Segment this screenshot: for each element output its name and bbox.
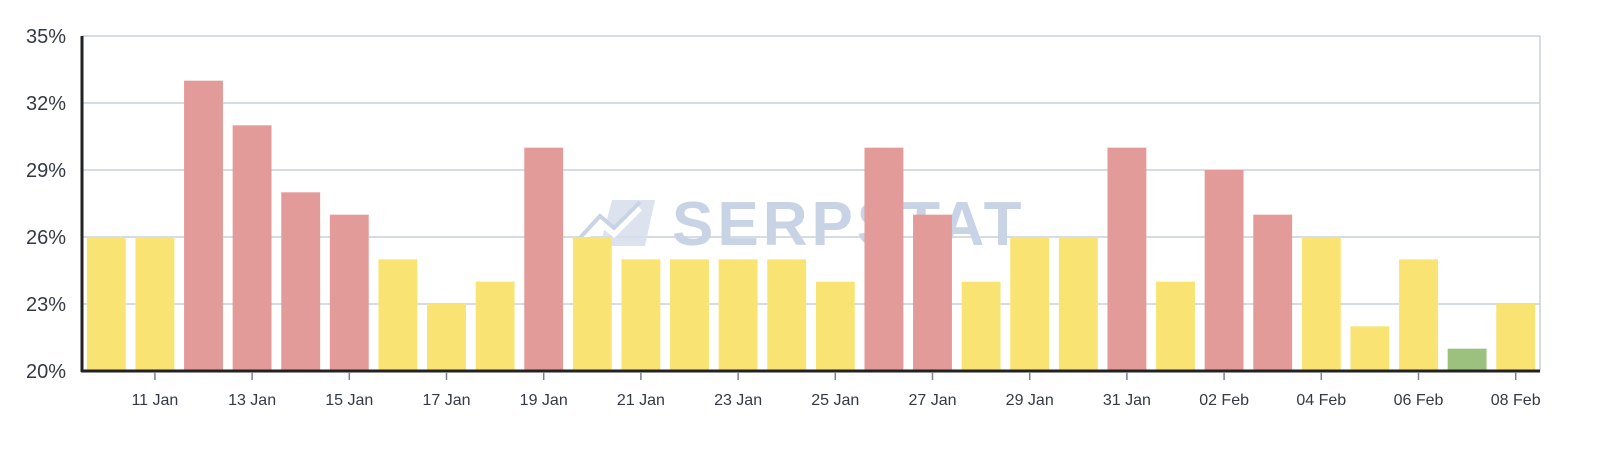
grid-lines	[82, 35, 1541, 371]
bar-11-jan[interactable]	[135, 237, 175, 371]
bar-05-feb[interactable]	[1350, 326, 1390, 371]
bar-29-jan[interactable]	[1010, 237, 1050, 371]
x-tick-label: 04 Feb	[1296, 392, 1346, 409]
bar-08-feb[interactable]	[1496, 304, 1536, 371]
x-axis-tick-labels: 11 Jan 13 Jan 15 Jan 17 Jan 19 Jan 21 Jan 23 J…	[131, 372, 1541, 409]
y-tick-label: 20%	[26, 361, 66, 383]
x-tick-label: 29 Jan	[1006, 392, 1054, 409]
bar-27-jan[interactable]	[913, 214, 952, 371]
x-tick-label: 06 Feb	[1394, 392, 1444, 409]
bar-01-feb[interactable]	[1156, 281, 1195, 371]
bar-06-feb[interactable]	[1399, 259, 1438, 371]
bar-24-jan[interactable]	[767, 259, 807, 371]
bar-03-feb[interactable]	[1253, 214, 1293, 371]
bar-19-jan[interactable]	[524, 147, 564, 371]
bar-02-feb[interactable]	[1204, 170, 1244, 371]
x-tick-label: 11 Jan	[131, 392, 178, 409]
x-tick-label: 23 Jan	[714, 392, 762, 409]
x-tick-label: 25 Jan	[811, 392, 859, 409]
bar-28-jan[interactable]	[961, 281, 1001, 371]
bar-31-jan[interactable]	[1107, 147, 1147, 371]
bar-13-jan[interactable]	[232, 125, 272, 371]
bar-26-jan[interactable]	[864, 147, 904, 371]
y-tick-label: 23%	[26, 294, 66, 316]
bar-10-jan[interactable]	[86, 237, 126, 371]
x-tick-label: 31 Jan	[1103, 392, 1151, 409]
bar-23-jan[interactable]	[718, 259, 758, 371]
x-tick-label: 21 Jan	[617, 392, 665, 409]
bar-25-jan[interactable]	[815, 281, 855, 371]
x-tick-label: 15 Jan	[325, 392, 373, 409]
y-tick-label: 26%	[26, 227, 66, 249]
x-tick-label: 27 Jan	[908, 392, 956, 409]
bars	[86, 80, 1536, 372]
axes	[80, 36, 1540, 373]
y-tick-label: 35%	[26, 26, 66, 48]
bar-22-jan[interactable]	[670, 259, 709, 371]
bar-18-jan[interactable]	[475, 281, 515, 371]
bar-17-jan[interactable]	[427, 304, 466, 371]
serpstat-logo-icon	[575, 200, 655, 249]
bar-21-jan[interactable]	[621, 259, 661, 371]
watermark-text: SERPSTAT	[672, 190, 1026, 259]
watermark: SERPSTAT	[575, 190, 1026, 259]
bar-15-jan[interactable]	[329, 214, 369, 371]
bar-20-jan[interactable]	[572, 237, 612, 371]
bar-12-jan[interactable]	[184, 80, 223, 372]
x-tick-label: 13 Jan	[228, 392, 276, 409]
bar-07-feb[interactable]	[1447, 348, 1487, 371]
bar-14-jan[interactable]	[281, 192, 321, 371]
x-tick-label: 17 Jan	[422, 392, 470, 409]
bar-16-jan[interactable]	[378, 259, 418, 371]
bar-04-feb[interactable]	[1301, 237, 1341, 371]
x-tick-label: 19 Jan	[520, 392, 568, 409]
y-tick-label: 32%	[26, 93, 66, 115]
y-tick-label: 29%	[26, 160, 66, 182]
y-axis-tick-labels: 20% 23% 26% 29% 32% 35%	[26, 26, 66, 383]
x-tick-label: 02 Feb	[1199, 392, 1249, 409]
bar-30-jan[interactable]	[1058, 237, 1098, 371]
x-tick-label: 08 Feb	[1491, 392, 1541, 409]
